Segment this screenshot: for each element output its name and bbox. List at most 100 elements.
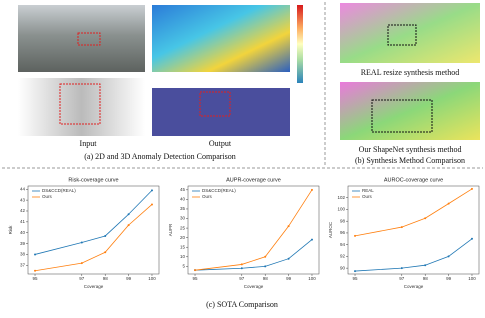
y-axis-label: Risk bbox=[8, 225, 13, 234]
x-tick-label: 98 bbox=[423, 276, 429, 281]
x-axis-label: Coverage bbox=[244, 284, 264, 289]
data-point bbox=[400, 267, 403, 270]
data-point bbox=[310, 238, 313, 241]
y-tick-label: 94 bbox=[340, 242, 346, 247]
x-tick-label: 98 bbox=[103, 276, 109, 281]
caption: Input bbox=[80, 139, 98, 148]
chart-title: AUROC-coverage curve bbox=[384, 177, 443, 183]
data-point bbox=[104, 234, 107, 237]
plot-area bbox=[187, 185, 320, 275]
y-axis-label: AUPR bbox=[168, 223, 173, 236]
plot-area bbox=[27, 185, 160, 275]
plot-area bbox=[347, 185, 480, 275]
legend-label: Ours bbox=[42, 194, 53, 199]
data-point bbox=[264, 265, 267, 268]
data-point bbox=[80, 262, 83, 265]
data-point bbox=[104, 251, 107, 254]
data-point bbox=[127, 213, 130, 216]
x-tick-label: 97 bbox=[79, 276, 85, 281]
anomaly-box bbox=[199, 91, 231, 117]
ours-synthesis-image bbox=[340, 82, 480, 140]
data-point bbox=[424, 217, 427, 220]
data-point bbox=[150, 189, 153, 192]
y-tick-label: 38 bbox=[20, 252, 26, 257]
data-point bbox=[354, 234, 357, 237]
y-tick-label: 10 bbox=[180, 254, 186, 259]
data-point bbox=[470, 187, 473, 190]
data-point bbox=[150, 203, 153, 206]
x-axis-label: Coverage bbox=[404, 284, 424, 289]
chart-title: AUPR-coverage curve bbox=[226, 177, 281, 183]
x-tick-label: 97 bbox=[239, 276, 245, 281]
anomaly-box bbox=[387, 24, 417, 46]
caption: (b) Synthesis Method Comparison bbox=[355, 156, 465, 165]
y-tick-label: 98 bbox=[340, 218, 346, 223]
real-synthesis-image bbox=[340, 3, 480, 63]
x-tick-label: 100 bbox=[468, 276, 476, 281]
legend-label: DS&CCD(REAL) bbox=[42, 188, 76, 193]
y-tick-label: 102 bbox=[337, 195, 345, 200]
x-tick-label: 99 bbox=[286, 276, 292, 281]
output-heatmap bbox=[152, 5, 290, 72]
y-tick-label: 35 bbox=[180, 206, 186, 211]
data-point bbox=[447, 202, 450, 205]
y-tick-label: 39 bbox=[20, 241, 26, 246]
data-point bbox=[240, 263, 243, 266]
y-axis-label: AUROC bbox=[328, 221, 333, 238]
y-tick-label: 40 bbox=[20, 230, 26, 235]
caption: REAL resize synthesis method bbox=[361, 68, 460, 77]
legend-label: Ours bbox=[202, 194, 213, 199]
anomaly-box bbox=[77, 32, 101, 46]
data-point bbox=[447, 255, 450, 258]
legend-label: Ours bbox=[362, 194, 373, 199]
data-point bbox=[80, 241, 83, 244]
data-point bbox=[424, 264, 427, 267]
data-point bbox=[34, 253, 37, 256]
x-tick-label: 97 bbox=[399, 276, 405, 281]
x-tick-label: 100 bbox=[308, 276, 316, 281]
legend-label: REAL bbox=[362, 188, 374, 193]
x-tick-label: 100 bbox=[148, 276, 156, 281]
caption: (a) 2D and 3D Anomaly Detection Comparis… bbox=[84, 152, 236, 161]
y-tick-label: 25 bbox=[180, 225, 186, 230]
y-tick-label: 41 bbox=[20, 219, 26, 224]
y-tick-label: 100 bbox=[337, 207, 345, 212]
anomaly-box bbox=[371, 99, 433, 133]
output-pointcloud bbox=[152, 88, 290, 136]
data-point bbox=[354, 270, 357, 273]
caption: Our ShapeNet synthesis method bbox=[359, 145, 462, 154]
x-tick-label: 95 bbox=[33, 276, 39, 281]
input-image bbox=[18, 5, 145, 72]
legend-label: DS&CCD(REAL) bbox=[202, 188, 236, 193]
x-tick-label: 98 bbox=[263, 276, 269, 281]
chart-title: Risk-coverage curve bbox=[68, 177, 118, 183]
y-tick-label: 20 bbox=[180, 235, 186, 240]
data-point bbox=[470, 237, 473, 240]
caption: Output bbox=[209, 139, 232, 148]
x-axis-label: Coverage bbox=[84, 284, 104, 289]
data-point bbox=[264, 255, 267, 258]
x-tick-label: 95 bbox=[193, 276, 199, 281]
data-point bbox=[194, 269, 197, 272]
y-tick-label: 45 bbox=[180, 187, 186, 192]
caption: (c) SOTA Comparison bbox=[206, 300, 278, 309]
x-tick-label: 95 bbox=[353, 276, 359, 281]
x-tick-label: 99 bbox=[446, 276, 452, 281]
data-point bbox=[127, 224, 130, 227]
y-tick-label: 37 bbox=[20, 262, 26, 267]
data-point bbox=[400, 226, 403, 229]
y-tick-label: 40 bbox=[180, 197, 186, 202]
data-point bbox=[34, 269, 37, 272]
y-tick-label: 92 bbox=[340, 254, 346, 259]
colorbar bbox=[297, 5, 303, 83]
y-tick-label: 44 bbox=[20, 186, 26, 191]
data-point bbox=[287, 257, 290, 260]
data-point bbox=[310, 188, 313, 191]
input-pointcloud bbox=[18, 78, 145, 136]
y-tick-label: 43 bbox=[20, 197, 26, 202]
y-tick-label: 42 bbox=[20, 208, 26, 213]
data-point bbox=[287, 225, 290, 228]
anomaly-box bbox=[59, 83, 101, 125]
